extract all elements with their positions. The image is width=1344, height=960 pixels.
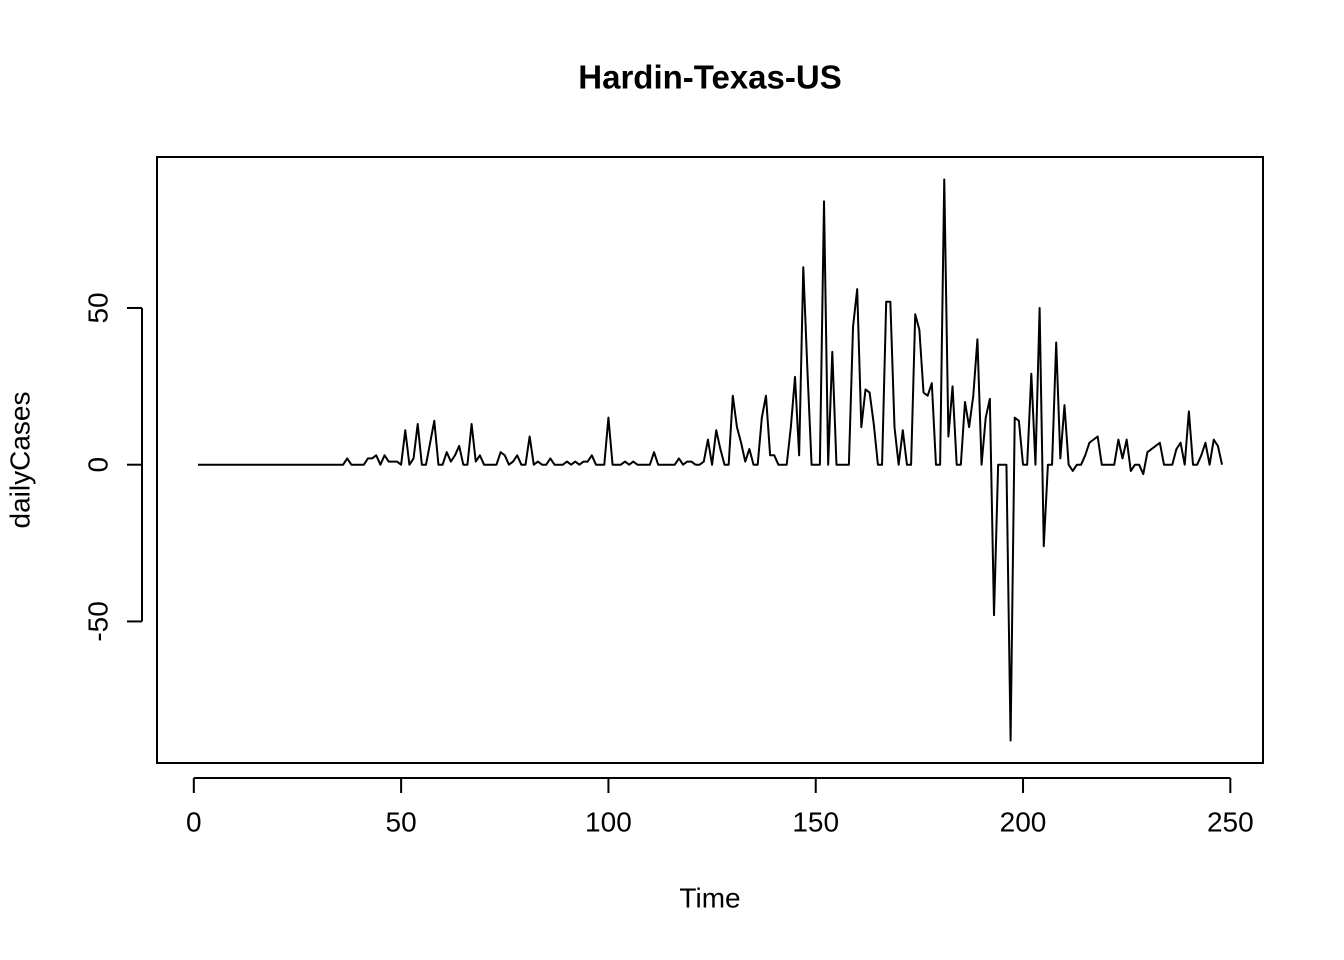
plot-frame [156,156,1264,764]
series-line [197,178,1224,742]
y-tick-label: 50 [82,292,113,323]
x-tick-label: 200 [1000,806,1047,837]
x-axis-label: Time [679,882,740,913]
y-tick-label: -50 [82,601,113,641]
x-tick-label: 0 [186,806,202,837]
x-tick-label: 100 [585,806,632,837]
x-tick-label: 250 [1207,806,1254,837]
chart-title: Hardin-Texas-US [578,59,841,96]
y-tick-label: 0 [82,457,113,473]
x-tick-label: 50 [386,806,417,837]
y-axis-label: dailyCases [4,392,35,529]
x-tick-label: 150 [792,806,839,837]
